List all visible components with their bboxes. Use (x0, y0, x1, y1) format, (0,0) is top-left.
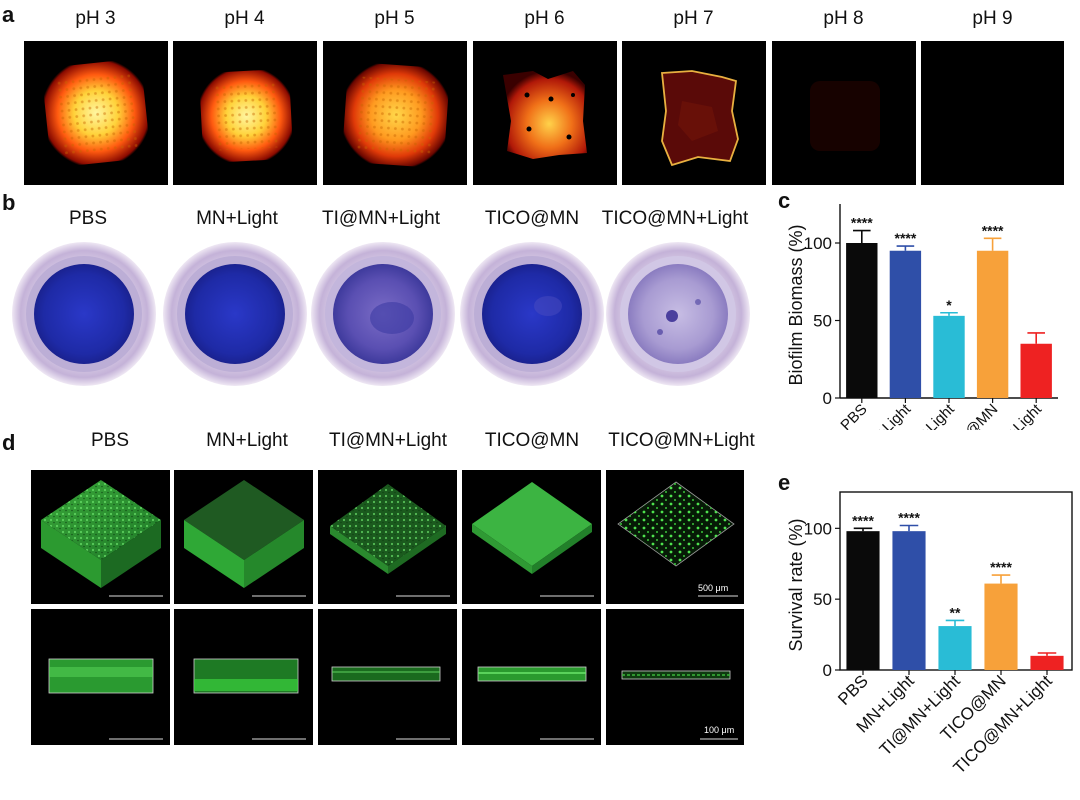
y-tick-label: 100 (804, 234, 832, 253)
ph-label-5: pH 5 (374, 8, 415, 29)
well-label-pbs: PBS (68, 208, 108, 229)
bar (1030, 655, 1064, 670)
ph9-fluorescence-image (921, 41, 1064, 185)
confocal-3d-ti-mn-light (318, 470, 457, 604)
ph-label-8: pH 8 (823, 8, 864, 29)
confocal-section-tico-mn (462, 609, 601, 745)
significance-label: **** (898, 510, 920, 526)
y-axis-label: Biofilm Biomass (%) (786, 224, 806, 385)
well-label-mn-light: MN+Light (196, 208, 278, 229)
confocal-label-pbs: PBS (90, 430, 130, 451)
confocal-3d-mn-light (174, 470, 313, 604)
ph5-fluorescence-image (323, 41, 467, 185)
panel-letter-d: d (2, 430, 16, 455)
chart-c: 0 50 100 Biofilm Biomass (%) **** PBS **** MN+L… (778, 200, 1078, 495)
bar (976, 250, 1009, 398)
ph-label-3: pH 3 (75, 8, 116, 29)
well-ti-mn-light (311, 242, 455, 386)
scale-bar-label-bottom: 100 μm (704, 725, 734, 735)
confocal-3d-pbs (31, 470, 170, 604)
ph8-fluorescence-image (772, 41, 916, 185)
ph-label-4: pH 4 (224, 8, 265, 29)
crystal-violet-wells (12, 242, 750, 386)
significance-label: **** (895, 230, 917, 246)
panel-letter-a: a (2, 2, 15, 27)
well-mn-light (163, 242, 307, 386)
category-label: PBS (834, 671, 871, 708)
confocal-3d-tico-mn-light: 500 μm (606, 470, 744, 604)
y-tick-label: 50 (813, 590, 832, 609)
category-label: TI@MN+Light (876, 671, 964, 759)
ph-label-6: pH 6 (524, 8, 565, 29)
bar (846, 531, 880, 670)
well-tico-mn-light (606, 242, 750, 386)
significance-label: **** (852, 512, 874, 528)
scale-bar-label-top: 500 μm (698, 583, 728, 593)
ph3-fluorescence-image (24, 41, 168, 185)
y-tick-label: 50 (813, 312, 832, 331)
significance-label: * (946, 297, 952, 313)
ph-label-7: pH 7 (673, 8, 714, 29)
well-tico-mn (460, 242, 604, 386)
bar (892, 531, 926, 670)
y-tick-label: 0 (823, 661, 832, 680)
panel-letter-b: b (2, 190, 16, 215)
bar (933, 315, 965, 398)
significance-label: **** (851, 215, 873, 231)
confocal-label-tico-mn-light: TICO@MN+Light (608, 430, 755, 451)
y-tick-label: 0 (823, 389, 832, 408)
significance-label: **** (982, 222, 1004, 238)
significance-label: ** (950, 604, 961, 620)
category-label: PBS (837, 401, 870, 430)
ph-label-9: pH 9 (972, 8, 1013, 29)
y-axis-label: Survival rate (%) (786, 518, 806, 651)
significance-label: **** (990, 559, 1012, 575)
panel-letter-e: e (778, 470, 791, 495)
bar (889, 250, 922, 398)
well-label-ti-mn-light: TI@MN+Light (321, 208, 441, 229)
bar (1020, 343, 1052, 398)
well-label-tico-mn: TICO@MN (484, 208, 580, 229)
ph6-fluorescence-image (473, 41, 617, 185)
confocal-label-tico-mn: TICO@MN (484, 430, 580, 451)
well-pbs (12, 242, 156, 386)
confocal-section-mn-light (174, 609, 313, 745)
bar (984, 583, 1018, 670)
well-label-tico-mn-light: TICO@MN+Light (601, 208, 749, 229)
ph4-fluorescence-image (173, 41, 317, 185)
chart-e: 0 50 100 Survival rate (%) **** PBS **** MN+Lig… (778, 480, 1078, 800)
bar (846, 243, 878, 398)
bar (938, 626, 972, 670)
y-tick-label: 100 (804, 519, 832, 538)
confocal-section-pbs (31, 609, 170, 745)
confocal-3d-tico-mn (462, 470, 601, 604)
panel-letter-c: c (778, 188, 791, 213)
confocal-label-ti-mn-light: TI@MN+Light (328, 430, 448, 451)
ph7-fluorescence-image (622, 41, 766, 185)
confocal-section-tico-mn-light: 100 μm (606, 609, 744, 745)
confocal-label-mn-light: MN+Light (206, 430, 288, 451)
confocal-section-ti-mn-light (318, 609, 457, 745)
